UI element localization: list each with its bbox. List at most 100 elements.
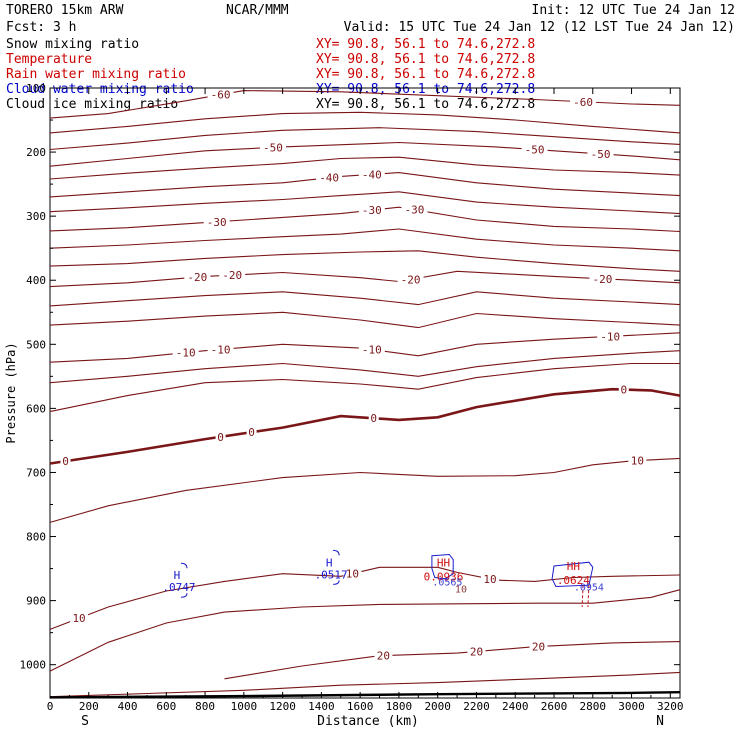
- temperature-contour-16: [49, 387, 681, 465]
- y-tick-label: 200: [26, 146, 46, 159]
- x-tick-label: 2400: [502, 700, 529, 713]
- legend-snow-xy: XY= 90.8, 56.1 to 74.6,272.8: [316, 37, 535, 52]
- contour-label: -30: [207, 216, 227, 229]
- contour-label-bg: [618, 383, 629, 396]
- temperature-contour-9: [49, 250, 681, 272]
- rain-max-marker: HH: [437, 556, 450, 569]
- temperature-contours: -60 -60 -50 -50 -50 -40 -40 -30 -30 -30 -20 -20 -20 -…: [49, 88, 681, 699]
- cloud-max-marker: H: [326, 556, 333, 569]
- contour-label-bg: [589, 272, 616, 285]
- contour-label-bg: [397, 273, 424, 286]
- temperature-contour-2: [49, 127, 681, 151]
- contour-label: 10: [72, 612, 85, 625]
- y-tick-label: 1000: [20, 659, 47, 672]
- contour-label: -50: [525, 144, 545, 157]
- contour-label-bg: [259, 141, 286, 154]
- contour-label-bg: [358, 343, 385, 356]
- contour-label-bg: [467, 645, 486, 658]
- plot-frame: [49, 87, 681, 699]
- temperature-contour-8: [49, 228, 681, 252]
- contour-label-bg: [207, 343, 234, 356]
- x-tick-label: 1000: [231, 700, 258, 713]
- contour-label-bg: [358, 168, 385, 181]
- x-tick-label: 2600: [541, 700, 568, 713]
- model-title: TORERO 15km ARW: [6, 3, 124, 18]
- temperature-contour-4: [49, 156, 681, 180]
- contour-label-bg: [358, 204, 385, 217]
- overlap-label: .0954: [574, 583, 604, 594]
- y-tick-label: 600: [26, 402, 46, 415]
- y-tick-label: 100: [26, 82, 46, 95]
- temperature-contour-11: [49, 291, 681, 307]
- temperature-contour-21: [49, 671, 681, 698]
- x-tick-label: 3200: [657, 700, 684, 713]
- y-tick-label: 900: [26, 595, 46, 608]
- contour-label-bg: [587, 147, 614, 160]
- surface-line: [49, 691, 681, 699]
- axes: 0 200 400 600 800 1000 1200 1400 1600 1800 2000 220…: [20, 82, 684, 713]
- temperature-contour-14: [49, 350, 681, 384]
- legend-rain-name: Rain water mixing ratio: [6, 67, 186, 82]
- cloud-outline: [333, 549, 340, 585]
- contour-label: -20: [401, 273, 421, 286]
- contour-label: -40: [319, 172, 339, 185]
- temperature-contour-19: [49, 589, 681, 672]
- x-axis-label: Distance (km): [317, 714, 419, 729]
- temperature-contour-0: [49, 90, 681, 119]
- contour-label: 20: [377, 650, 390, 663]
- temperature-contour-17: [49, 457, 681, 523]
- cloud-max-value: .0747: [162, 581, 195, 594]
- contour-label: 10: [483, 573, 496, 586]
- overlap-label: .0565: [432, 578, 462, 589]
- temperature-contour-12: [49, 311, 681, 329]
- x-tick-label: 800: [195, 700, 215, 713]
- contour-label: -10: [362, 344, 382, 357]
- x-tick-label: 2000: [424, 700, 451, 713]
- x-tick-label: 2200: [463, 700, 490, 713]
- rain-max-value: .0624: [557, 574, 590, 587]
- contour-label: -60: [211, 89, 231, 102]
- contour-label: 0: [217, 431, 224, 444]
- contour-label: -30: [404, 204, 424, 217]
- contour-label: -20: [593, 273, 613, 286]
- temperature-contour-15: [49, 362, 680, 413]
- contour-label: 0: [370, 412, 377, 425]
- x-tick-label: 1400: [308, 700, 335, 713]
- temperature-contour-1: [49, 111, 681, 134]
- x-tick-label: 3000: [618, 700, 645, 713]
- legend-cloud-ice-name: Cloud ice mixing ratio: [6, 97, 178, 112]
- contour-label: -60: [573, 96, 593, 109]
- contour-label: -10: [211, 343, 231, 356]
- contour-label-bg: [597, 330, 624, 343]
- legend-temperature-name: Temperature: [6, 52, 92, 67]
- y-tick-label: 700: [26, 466, 46, 479]
- contour-label: 0: [62, 455, 69, 468]
- x-tick-label: 1200: [269, 700, 296, 713]
- x-end-label-south: S: [81, 714, 89, 729]
- y-tick-label: 500: [26, 338, 46, 351]
- x-tick-label: 400: [118, 700, 138, 713]
- contour-label: -10: [600, 330, 620, 343]
- x-tick-label: 0: [47, 700, 54, 713]
- cloud-max-marker: H: [174, 569, 181, 582]
- contour-label-bg: [521, 143, 548, 156]
- contour-label-bg: [343, 567, 362, 580]
- contour-label: 20: [532, 641, 545, 654]
- temperature-contour-20: [224, 641, 681, 680]
- contour-label-bg: [481, 572, 500, 585]
- center-label: NCAR/MMM: [226, 3, 289, 18]
- rain-max-value: 0.0936: [424, 570, 464, 583]
- valid-time: Valid: 15 UTC Tue 24 Jan 12 (12 LST Tue …: [344, 20, 735, 35]
- contour-label-bg: [316, 171, 343, 184]
- contour-label-bg: [70, 612, 89, 625]
- contour-label: 10: [346, 568, 359, 581]
- legend-cloud-water-name: Cloud water mixing ratio: [6, 82, 194, 97]
- contour-label-bg: [203, 215, 230, 228]
- x-tick-label: 1800: [386, 700, 413, 713]
- contour-label-bg: [219, 269, 246, 282]
- temperature-contour-13: [49, 332, 681, 363]
- contour-label: 10: [631, 455, 644, 468]
